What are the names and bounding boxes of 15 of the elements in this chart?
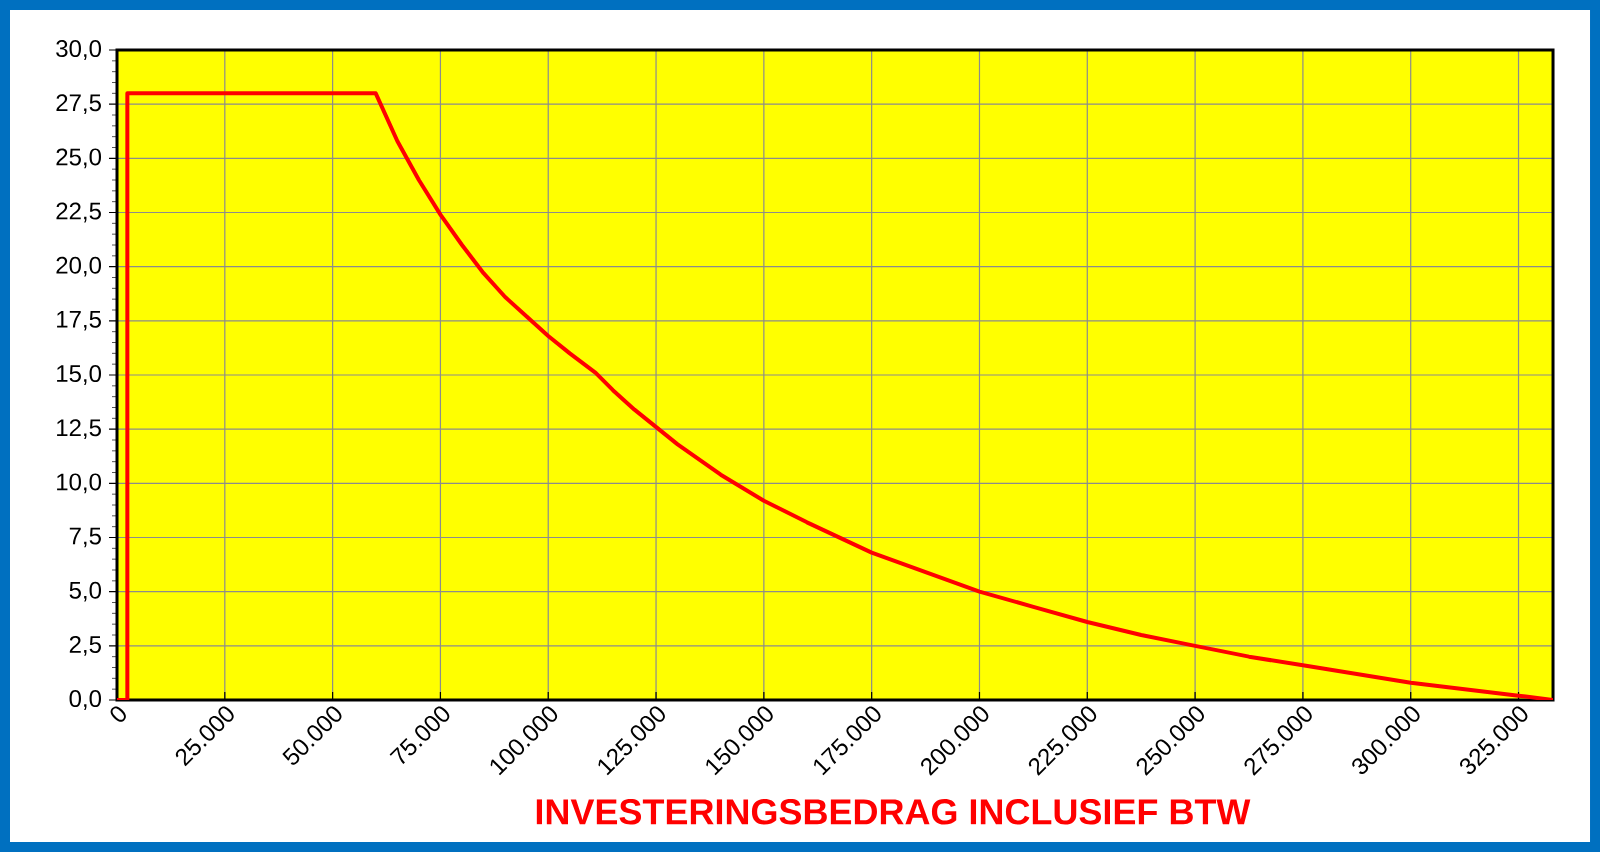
y-tick-label: 25,0: [56, 148, 102, 169]
y-tick-label: 17,5: [57, 311, 101, 331]
y-tick-label: 5,0: [69, 581, 102, 602]
y-tick-label: 12,5: [57, 419, 101, 440]
y-tick-label: 7,5: [69, 527, 101, 548]
y-tick-label: 27,5: [56, 94, 101, 115]
y-tick-label: 20,0: [56, 256, 102, 277]
y-tick-label: 0,0: [69, 690, 102, 710]
x-axis-title: INVESTERINGSBEDRAG INCLUSIEF BTW: [536, 799, 1251, 825]
x-tick-label: 0: [110, 706, 126, 722]
y-tick-label: 15,0: [57, 365, 102, 385]
y-tick-label: 30,0: [56, 40, 102, 60]
y-tick-label: 22,5: [56, 202, 101, 223]
y-tick-label: 10,0: [57, 473, 102, 494]
y-tick-label: 2,5: [69, 635, 101, 656]
